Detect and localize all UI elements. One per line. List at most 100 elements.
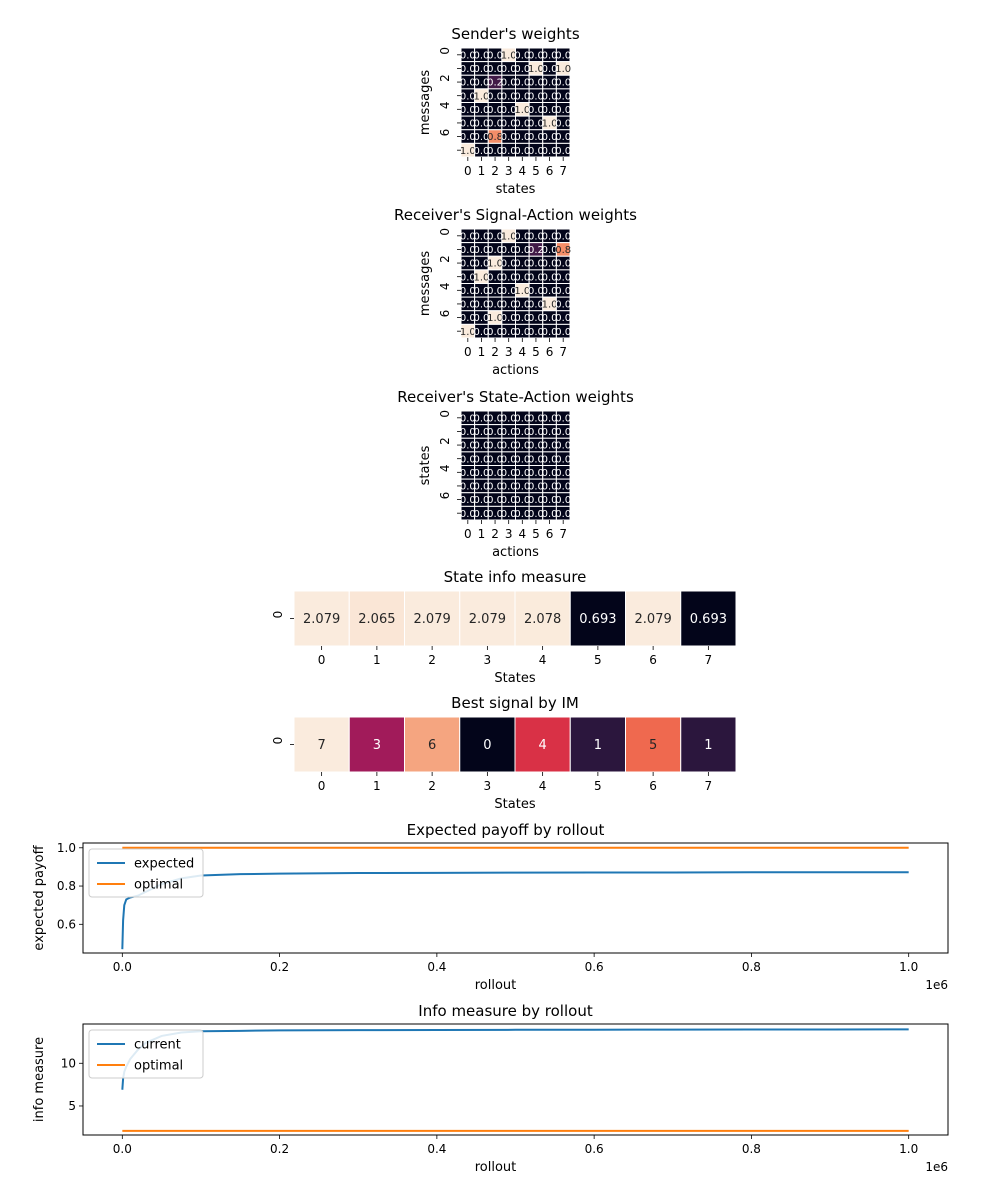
cell-annotation: 1.0 (528, 64, 544, 75)
heatmap-chart-2: Receiver's State-Action weights0.00.00.0… (397, 388, 634, 560)
cell-annotation: 2.065 (358, 612, 395, 627)
cell-annotation: 0.0 (542, 78, 558, 89)
y-tick-label: 0 (271, 611, 285, 619)
cell-annotation: 1.0 (473, 272, 489, 283)
cell-annotation: 0.0 (542, 509, 558, 520)
x-tick-label: 0.4 (427, 960, 446, 974)
cell-annotation: 0.0 (487, 441, 503, 452)
cell-annotation: 0.0 (555, 413, 571, 424)
x-tick-label: 5 (594, 653, 602, 667)
x-tick-label: 2 (428, 653, 436, 667)
cell-annotation: 0.0 (460, 272, 476, 283)
cell-annotation: 0.0 (501, 105, 517, 116)
y-tick-label: 6 (438, 129, 452, 137)
x-tick-label: 2 (428, 779, 436, 793)
x-tick-label: 5 (532, 164, 540, 178)
heatmap-cell (514, 590, 571, 647)
cell-annotation: 0.0 (528, 146, 544, 157)
chart-title: Expected payoff by rollout (407, 821, 605, 839)
cell-annotation: 1.0 (542, 300, 558, 311)
cell-annotation: 0.0 (473, 50, 489, 61)
legend-label: optimal (134, 1059, 183, 1074)
x-tick-label: 1 (478, 164, 486, 178)
cell-annotation: 0.0 (542, 259, 558, 270)
x-axis-label: actions (492, 545, 539, 560)
cell-annotation: 0.0 (514, 482, 530, 493)
legend-label: expected (134, 857, 194, 872)
cell-annotation: 0.0 (460, 482, 476, 493)
x-tick-label: 2 (491, 345, 499, 359)
cell-annotation: 0.0 (460, 313, 476, 324)
heatmap-cell (348, 590, 405, 647)
cell-annotation: 0.0 (528, 300, 544, 311)
cell-annotation: 0.0 (528, 495, 544, 506)
cell-annotation: 0.0 (528, 427, 544, 438)
cell-annotation: 0.0 (487, 468, 503, 479)
x-tick-label: 7 (559, 345, 567, 359)
cell-annotation: 0.693 (690, 612, 727, 627)
x-tick-label: 0 (464, 164, 472, 178)
cell-annotation: 0.0 (528, 105, 544, 116)
cell-annotation: 1.0 (501, 50, 517, 61)
x-tick-label: 4 (518, 345, 526, 359)
heatmap-cell (293, 590, 350, 647)
x-tick-label: 5 (532, 345, 540, 359)
x-tick-label: 6 (546, 164, 554, 178)
heatmap-chart-3: State info measure 2.079 2.065 2.079 2.079 2.… (271, 568, 737, 686)
cell-annotation: 0.0 (528, 509, 544, 520)
cell-annotation: 0.0 (501, 413, 517, 424)
x-tick-label: 0 (318, 653, 326, 667)
cell-annotation: 1.0 (542, 119, 558, 130)
cell-annotation: 0.0 (528, 441, 544, 452)
cell-annotation: 4 (538, 738, 546, 753)
y-tick-label: 10 (61, 1056, 76, 1070)
x-tick-label: 3 (505, 527, 513, 541)
cell-annotation: 0.0 (542, 146, 558, 157)
heatmap-cell (514, 716, 571, 773)
cell-annotation: 0.0 (542, 64, 558, 75)
cell-annotation: 0.0 (460, 286, 476, 297)
x-tick-label: 4 (539, 653, 547, 667)
cell-annotation: 0.0 (460, 119, 476, 130)
cell-annotation: 0.0 (528, 454, 544, 465)
cell-annotation: 0.0 (555, 454, 571, 465)
cell-annotation: 0.0 (514, 91, 530, 102)
cell-annotation: 1 (594, 738, 602, 753)
x-tick-label: 0.6 (585, 960, 604, 974)
cell-annotation: 0.0 (487, 91, 503, 102)
cell-annotation: 0.0 (514, 231, 530, 242)
cell-annotation: 0.0 (501, 509, 517, 520)
x-axis-label: States (494, 671, 535, 686)
cell-annotation: 0.0 (514, 64, 530, 75)
cell-annotation: 0.0 (514, 245, 530, 256)
cell-annotation: 0.0 (487, 119, 503, 130)
x-tick-label: 0.8 (742, 960, 761, 974)
x-tick-label: 0 (464, 527, 472, 541)
y-tick-label: 6 (438, 492, 452, 500)
cell-annotation: 2.079 (303, 612, 340, 627)
cell-annotation: 2.079 (635, 612, 672, 627)
cell-annotation: 0.0 (514, 468, 530, 479)
cell-annotation: 0.0 (514, 146, 530, 157)
y-tick-label: 2 (438, 74, 452, 82)
y-axis-label: messages (418, 70, 433, 135)
y-tick-label: 1.0 (57, 841, 76, 855)
legend: expected optimal (88, 848, 204, 898)
cell-annotation: 0.0 (473, 245, 489, 256)
cell-annotation: 0.0 (487, 50, 503, 61)
cell-annotation: 0.0 (514, 427, 530, 438)
cell-annotation: 1.0 (460, 327, 476, 338)
x-tick-label: 0.6 (585, 1142, 604, 1156)
cell-annotation: 0.0 (501, 286, 517, 297)
heatmap-cell (680, 716, 737, 773)
cell-annotation: 0.0 (460, 441, 476, 452)
chart-title: Best signal by IM (451, 694, 579, 712)
heatmap-cell (459, 590, 516, 647)
cell-annotation: 0.0 (528, 119, 544, 130)
x-tick-label: 4 (539, 779, 547, 793)
cell-annotation: 1.0 (514, 105, 530, 116)
cell-annotation: 0.0 (555, 482, 571, 493)
x-tick-label: 7 (559, 164, 567, 178)
cell-annotation: 0.2 (487, 78, 503, 89)
x-tick-label: 7 (705, 653, 713, 667)
